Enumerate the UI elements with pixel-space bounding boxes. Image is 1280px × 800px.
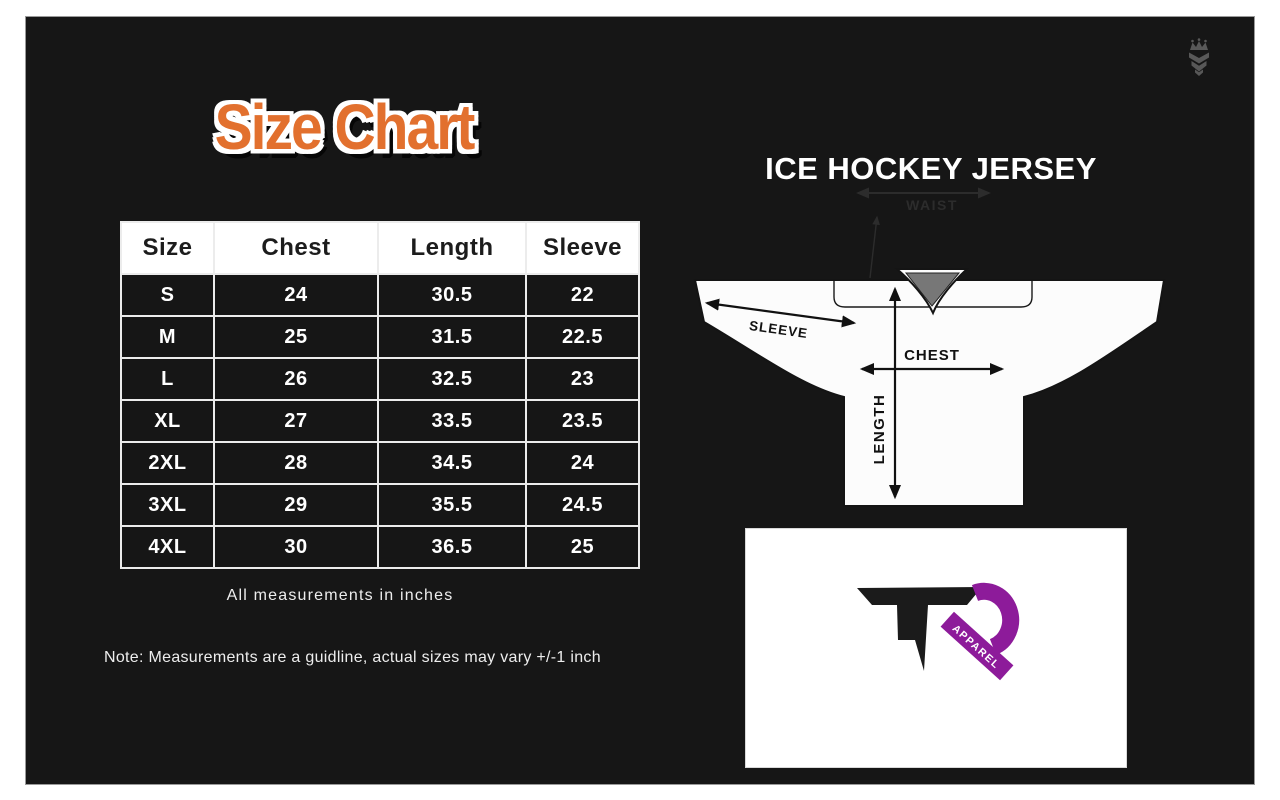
table-cell: 24.5 bbox=[525, 483, 640, 527]
table-cell: L bbox=[120, 357, 215, 401]
table-cell: 23.5 bbox=[525, 399, 640, 443]
table-row: XL 27 33.5 23.5 bbox=[120, 399, 640, 443]
tr-apparel-logo: APPAREL bbox=[857, 582, 1020, 681]
table-cell: 33.5 bbox=[377, 399, 527, 443]
header-cell-sleeve: Sleeve bbox=[525, 221, 640, 275]
jersey-body bbox=[693, 279, 1166, 507]
table-cell: 27 bbox=[213, 399, 379, 443]
table-cell: 2XL bbox=[120, 441, 215, 485]
waist-label: WAIST bbox=[906, 197, 958, 213]
table-cell: 31.5 bbox=[377, 315, 527, 359]
table-row: L 26 32.5 23 bbox=[120, 357, 640, 401]
size-table: Size Chest Length Sleeve S 24 30.5 22 M … bbox=[120, 221, 640, 569]
crest-watermark-icon bbox=[1189, 38, 1209, 76]
table-cell: 34.5 bbox=[377, 441, 527, 485]
units-note: All measurements in inches bbox=[226, 587, 454, 604]
table-row: M 25 31.5 22.5 bbox=[120, 315, 640, 359]
logo-letter-r-bowl bbox=[971, 582, 1020, 655]
page-title: Size Chart bbox=[214, 92, 476, 164]
header-cell-chest: Chest bbox=[213, 221, 379, 275]
table-cell: 25 bbox=[525, 525, 640, 569]
table-cell: 23 bbox=[525, 357, 640, 401]
table-cell: 30.5 bbox=[377, 273, 527, 317]
product-title: ICE HOCKEY JERSEY bbox=[765, 151, 1097, 186]
table-cell: 22.5 bbox=[525, 315, 640, 359]
table-row: 2XL 28 34.5 24 bbox=[120, 441, 640, 485]
collar-inner-triangle bbox=[904, 272, 961, 307]
table-cell: XL bbox=[120, 399, 215, 443]
disclaimer-note: Note: Measurements are a guidline, actua… bbox=[104, 649, 601, 666]
table-cell: 28 bbox=[213, 441, 379, 485]
header-cell-length: Length bbox=[377, 221, 527, 275]
table-cell: 36.5 bbox=[377, 525, 527, 569]
waist-pointer-line bbox=[869, 215, 880, 279]
table-cell: M bbox=[120, 315, 215, 359]
table-row: 4XL 30 36.5 25 bbox=[120, 525, 640, 569]
table-cell: 35.5 bbox=[377, 483, 527, 527]
header-cell-size: Size bbox=[120, 221, 215, 275]
table-cell: 24 bbox=[525, 441, 640, 485]
table-cell: 24 bbox=[213, 273, 379, 317]
table-cell: 30 bbox=[213, 525, 379, 569]
jersey-diagram: WAIST SLEEVE CHEST LENGTH bbox=[693, 187, 1166, 507]
table-header-row: Size Chest Length Sleeve bbox=[120, 221, 640, 275]
table-cell: 4XL bbox=[120, 525, 215, 569]
table-cell: 22 bbox=[525, 273, 640, 317]
table-cell: 3XL bbox=[120, 483, 215, 527]
chest-label: CHEST bbox=[904, 347, 960, 364]
sleeve-arrow bbox=[704, 298, 857, 328]
table-cell: S bbox=[120, 273, 215, 317]
table-cell: 25 bbox=[213, 315, 379, 359]
logo-box: APPAREL bbox=[745, 528, 1127, 768]
waist-annotation: WAIST bbox=[856, 187, 991, 279]
table-row: 3XL 29 35.5 24.5 bbox=[120, 483, 640, 527]
black-canvas: Size Chart Size Chest Length Sleeve S 24… bbox=[25, 16, 1255, 785]
table-row: S 24 30.5 22 bbox=[120, 273, 640, 317]
table-cell: 26 bbox=[213, 357, 379, 401]
logo-letter-t bbox=[857, 587, 982, 671]
length-label: LENGTH bbox=[871, 394, 888, 465]
table-cell: 29 bbox=[213, 483, 379, 527]
table-cell: 32.5 bbox=[377, 357, 527, 401]
